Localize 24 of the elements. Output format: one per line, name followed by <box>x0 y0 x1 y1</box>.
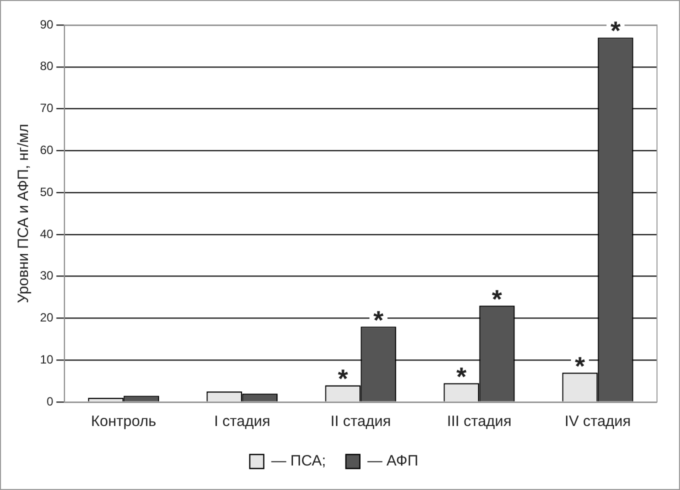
y-tick-label: 90 <box>40 17 54 32</box>
annotation: * <box>373 304 384 335</box>
y-tick-label: 60 <box>40 142 54 157</box>
legend-label: — АФП <box>367 452 418 470</box>
y-tick-label: 50 <box>40 184 54 199</box>
y-tick-label: 80 <box>40 59 54 74</box>
annotation: * <box>338 363 349 394</box>
annotation: * <box>456 361 468 392</box>
x-tick-label: I стадия <box>214 413 270 430</box>
y-tick-label: 40 <box>40 226 54 241</box>
y-tick-label: 0 <box>46 394 54 408</box>
annotation: * <box>492 284 503 314</box>
y-tick-label: 30 <box>40 268 54 283</box>
y-tick-label: 70 <box>40 101 54 116</box>
y-tick-label: 10 <box>40 352 54 366</box>
x-tick-label: Контроль <box>91 413 156 430</box>
annotation: * <box>610 16 622 46</box>
x-tick-label: II стадия <box>330 413 391 430</box>
x-tick-label: IV стадия <box>564 413 631 430</box>
legend-label: — ПСА; <box>271 452 326 470</box>
annotation: * <box>574 350 586 381</box>
y-tick-label: 20 <box>40 310 54 325</box>
x-tick-label: III стадия <box>446 413 512 430</box>
y-axis-title: Уровни ПСА и АФП, нг/мл <box>15 124 32 304</box>
